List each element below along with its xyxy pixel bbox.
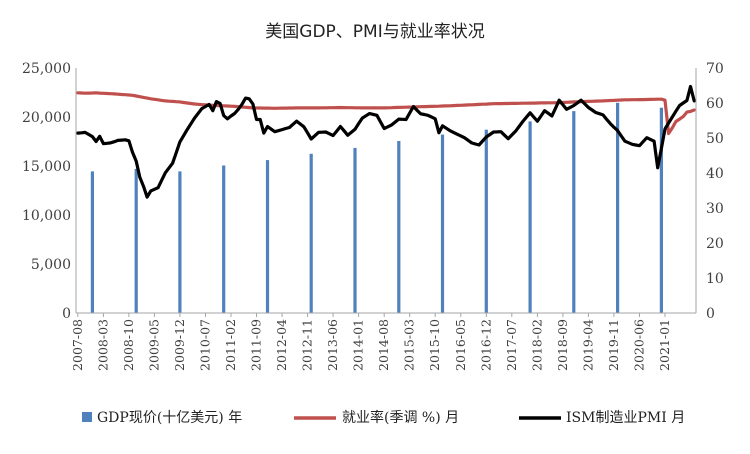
gdp-bar-2012-12 bbox=[309, 153, 313, 314]
legend-employment-label: 就业率(季调 %) 月 bbox=[342, 409, 459, 426]
gdp-bar-2015-12 bbox=[440, 134, 445, 313]
right-tick-label: 0 bbox=[706, 306, 715, 322]
gdp-bar-2009-12 bbox=[178, 171, 182, 313]
x-tick-label: 2009-05 bbox=[146, 319, 161, 371]
x-tick-label: 2013-06 bbox=[325, 319, 340, 371]
gdp-bar-2010-12 bbox=[222, 165, 226, 313]
series-lines bbox=[76, 84, 696, 199]
gdp-bar-2020-12 bbox=[659, 107, 663, 313]
x-tick-label: 2018-02 bbox=[529, 319, 544, 371]
right-axis-ticks: 0 10 20 30 40 50 60 70 bbox=[706, 61, 724, 322]
gdp-bar-2007-12 bbox=[90, 171, 94, 313]
x-tick-label: 2015-03 bbox=[402, 319, 417, 371]
left-tick-label: 20,000 bbox=[22, 110, 71, 126]
x-tick-label: 2008-03 bbox=[95, 319, 110, 371]
right-tick-label: 50 bbox=[706, 131, 724, 147]
x-tick-label: 2012-04 bbox=[274, 319, 289, 371]
gdp-bars bbox=[90, 102, 663, 314]
right-tick-label: 10 bbox=[706, 271, 724, 287]
right-tick-label: 20 bbox=[706, 236, 724, 252]
gdp-bar-2013-12 bbox=[353, 147, 357, 313]
left-tick-label: 5,000 bbox=[31, 257, 71, 273]
x-tick-label: 2016-12 bbox=[478, 319, 493, 371]
right-tick-label: 30 bbox=[706, 201, 724, 217]
x-tick-label: 2020-06 bbox=[632, 319, 647, 371]
legend: GDP现价(十亿美元) 年 就业率(季调 %) 月 ISM制造业PMI 月 bbox=[82, 409, 685, 426]
left-tick-label: 10,000 bbox=[22, 208, 71, 224]
x-tick-label: 2010-07 bbox=[198, 319, 213, 371]
gdp-bar-2014-12 bbox=[397, 141, 401, 313]
right-tick-label: 60 bbox=[706, 96, 724, 112]
employment-line bbox=[76, 91, 696, 136]
gdp-bar-2019-12 bbox=[616, 102, 620, 313]
x-tick-label: 2018-09 bbox=[555, 319, 570, 371]
right-tick-label: 70 bbox=[706, 61, 724, 77]
left-tick-label: 15,000 bbox=[22, 159, 71, 175]
x-axis-ticks: 2007-08 2008-03 2008-10 2009-05 2009-12 2010-… bbox=[70, 313, 672, 371]
x-tick-label: 2021-01 bbox=[657, 319, 672, 371]
gdp-bar-2008-12 bbox=[134, 168, 138, 313]
x-tick-label: 2019-11 bbox=[606, 319, 621, 371]
gdp-bar-2016-12 bbox=[484, 129, 488, 313]
right-tick-label: 40 bbox=[706, 166, 724, 182]
legend-gdp-swatch bbox=[82, 412, 92, 422]
left-tick-label: 25,000 bbox=[22, 61, 71, 77]
chart-title: 美国GDP、PMI与就业率状况 bbox=[265, 22, 484, 42]
legend-gdp-label: GDP现价(十亿美元) 年 bbox=[97, 410, 242, 426]
left-tick-label: 0 bbox=[62, 306, 71, 322]
x-tick-label: 2015-10 bbox=[427, 319, 442, 371]
x-tick-label: 2014-01 bbox=[351, 319, 366, 371]
x-tick-label: 2017-07 bbox=[504, 319, 519, 371]
x-tick-label: 2016-05 bbox=[453, 319, 468, 371]
x-tick-label: 2011-02 bbox=[223, 319, 238, 371]
x-tick-label: 2019-04 bbox=[580, 319, 595, 371]
x-tick-label: 2014-08 bbox=[376, 319, 391, 371]
gdp-bar-2018-12 bbox=[572, 111, 576, 313]
x-tick-label: 2007-08 bbox=[70, 319, 85, 371]
x-tick-label: 2011-09 bbox=[249, 319, 264, 371]
gdp-bar-2011-12 bbox=[265, 160, 270, 313]
gdp-bar-2017-12 bbox=[528, 121, 532, 314]
x-tick-label: 2012-11 bbox=[300, 319, 315, 371]
x-tick-label: 2009-12 bbox=[172, 319, 187, 371]
x-tick-label: 2008-10 bbox=[121, 319, 136, 371]
legend-pmi-label: ISM制造业PMI 月 bbox=[566, 410, 685, 426]
pmi-line bbox=[76, 84, 696, 199]
left-axis-ticks: 0 5,000 10,000 15,000 20,000 25,000 bbox=[22, 61, 71, 322]
axes bbox=[75, 68, 697, 314]
